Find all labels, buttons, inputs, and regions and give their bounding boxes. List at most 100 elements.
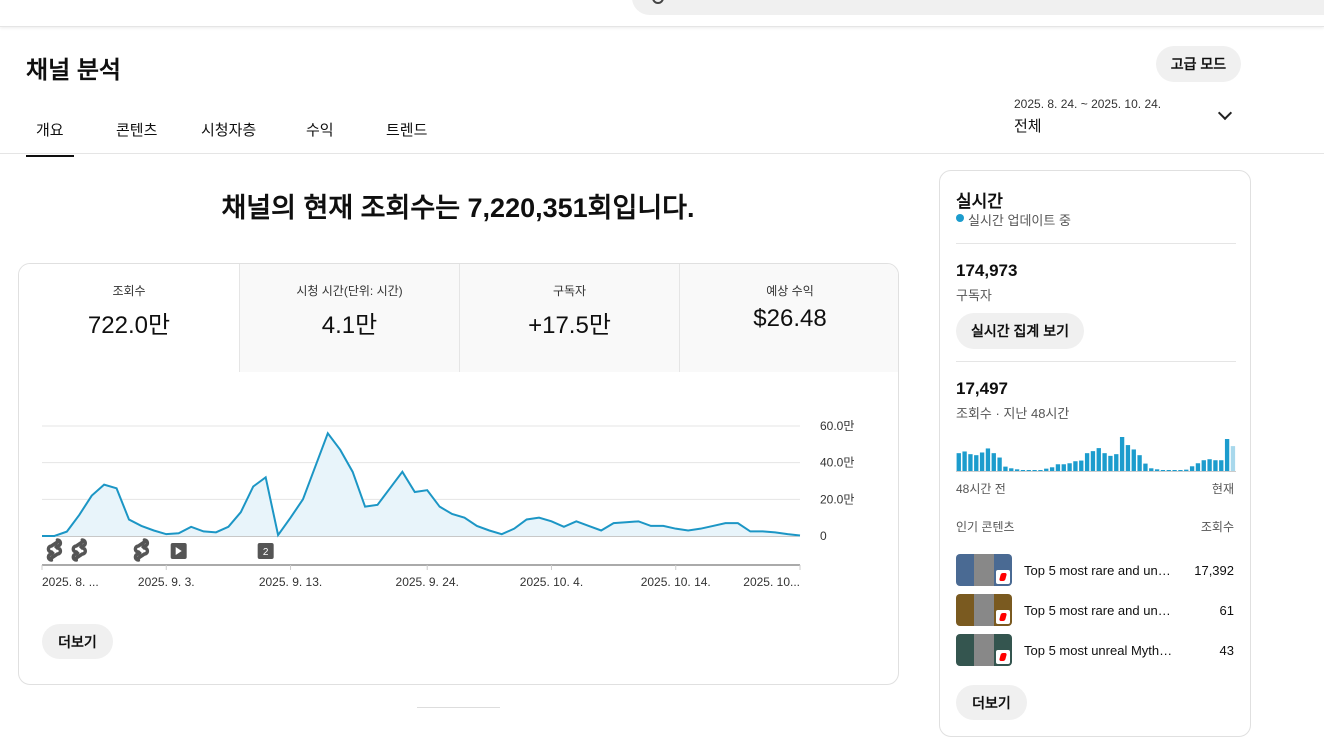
realtime-bar[interactable]: [1044, 468, 1049, 471]
realtime-bar[interactable]: [974, 455, 979, 471]
popular-content-item[interactable]: Top 5 most rare and unreal ... 17,392: [940, 554, 1250, 588]
date-range[interactable]: 2025. 8. 24. ~ 2025. 10. 24.: [1014, 97, 1162, 111]
x-tick-label: 2025. 10. 4.: [520, 575, 583, 589]
realtime-bar[interactable]: [1096, 448, 1101, 471]
tab-bar: 개요 콘텐츠 시청자층 수익 트렌드: [0, 110, 1324, 157]
metric-subscribers[interactable]: 구독자 +17.5만: [459, 264, 679, 372]
realtime-bar[interactable]: [1020, 470, 1026, 471]
popular-content-item[interactable]: Top 5 most rare and unreal p... 61: [940, 594, 1250, 628]
realtime-bar[interactable]: [1049, 467, 1055, 471]
realtime-bar[interactable]: [1178, 470, 1183, 471]
views-48h: 17,497: [956, 379, 1008, 398]
realtime-bar[interactable]: [1067, 463, 1072, 471]
realtime-bar[interactable]: [1201, 460, 1206, 471]
realtime-bar[interactable]: [1224, 439, 1230, 471]
shorts-icon[interactable]: [71, 538, 87, 562]
realtime-bar[interactable]: [1149, 468, 1154, 471]
overview-card: 조회수 722.0만 시청 시간(단위: 시간) 4.1만 구독자 +17.5만 예상…: [18, 263, 899, 685]
more-button[interactable]: 더보기: [42, 624, 113, 659]
popular-content-item[interactable]: Top 5 most unreal Mythical ... 43: [940, 634, 1250, 668]
metric-label: 구독자: [552, 284, 587, 298]
metric-revenue[interactable]: 예상 수익 $26.48: [679, 264, 898, 372]
realtime-bar[interactable]: [1084, 453, 1090, 471]
realtime-bar[interactable]: [1079, 460, 1084, 471]
realtime-bar[interactable]: [1009, 468, 1014, 471]
realtime-status: 실시간 업데이트 중: [968, 213, 1071, 228]
realtime-bar[interactable]: [1108, 455, 1113, 471]
bar-axis-end: 현재: [1211, 482, 1234, 496]
metric-label: 시청 시간(단위: 시간): [296, 284, 403, 298]
realtime-bar[interactable]: [1166, 470, 1171, 471]
views-chart[interactable]: 0 20.0만 40.0만 60.0만 2 2025. 8. ... 2025. 9. 3.…: [0, 400, 900, 600]
count-badge[interactable]: 2: [257, 543, 274, 559]
y-tick-label: 60.0만: [820, 419, 854, 433]
tab-overview[interactable]: 개요: [26, 119, 74, 157]
video-thumbnail: [956, 554, 1012, 586]
realtime-bar[interactable]: [968, 454, 973, 471]
realtime-bar[interactable]: [1073, 461, 1078, 471]
page-title: 채널 분석: [26, 57, 121, 84]
realtime-bar-chart[interactable]: [956, 433, 1236, 473]
shorts-icon: [996, 610, 1010, 624]
thumbnail-image: [974, 634, 994, 666]
realtime-bar[interactable]: [1061, 464, 1066, 471]
realtime-bar[interactable]: [1055, 464, 1061, 471]
realtime-bar[interactable]: [985, 448, 991, 471]
realtime-bar[interactable]: [1230, 446, 1236, 471]
area-fill: [42, 433, 800, 536]
realtime-bar[interactable]: [1189, 466, 1195, 471]
shorts-icon[interactable]: [46, 538, 63, 562]
realtime-bar[interactable]: [1143, 463, 1148, 471]
realtime-bar[interactable]: [1131, 449, 1136, 471]
realtime-bar[interactable]: [1114, 454, 1119, 471]
metric-label: 예상 수익: [766, 284, 814, 298]
realtime-bar[interactable]: [1090, 451, 1096, 471]
realtime-bar[interactable]: [1119, 437, 1125, 471]
realtime-bar[interactable]: [1014, 469, 1020, 471]
y-tick-label: 20.0만: [820, 492, 854, 506]
realtime-bar[interactable]: [991, 453, 996, 471]
realtime-bar[interactable]: [1213, 460, 1218, 471]
realtime-bar[interactable]: [1125, 445, 1131, 471]
realtime-bar[interactable]: [1032, 470, 1037, 471]
video-icon[interactable]: [170, 543, 187, 559]
realtime-bar[interactable]: [1195, 463, 1201, 471]
subscriber-count: 174,973: [956, 261, 1018, 280]
bar-axis-start: 48시간 전: [956, 482, 1006, 496]
x-tick-label: 2025. 9. 3.: [138, 575, 195, 589]
metric-value: $26.48: [753, 305, 827, 332]
date-range-label[interactable]: 전체: [1014, 118, 1042, 135]
top-bar: [0, 0, 1324, 27]
realtime-bar[interactable]: [1154, 469, 1160, 471]
realtime-more-button[interactable]: 더보기: [956, 685, 1027, 720]
metric-views[interactable]: 조회수 722.0만: [19, 264, 239, 372]
realtime-bar[interactable]: [979, 452, 985, 471]
content-views: 43: [1219, 643, 1234, 658]
metric-label: 조회수: [112, 284, 146, 298]
metric-watch-time[interactable]: 시청 시간(단위: 시간) 4.1만: [239, 264, 459, 372]
realtime-bar[interactable]: [1026, 470, 1031, 471]
tab-revenue[interactable]: 수익: [306, 122, 334, 139]
realtime-bar[interactable]: [1038, 470, 1043, 471]
realtime-bar[interactable]: [997, 457, 1002, 471]
shorts-icon[interactable]: [133, 538, 150, 562]
content-views: 17,392: [1194, 563, 1234, 578]
realtime-bar[interactable]: [956, 453, 961, 471]
realtime-bar[interactable]: [962, 451, 967, 471]
tab-audience[interactable]: 시청자층: [201, 122, 257, 139]
realtime-bar[interactable]: [1003, 466, 1008, 471]
series-line: [42, 431, 801, 538]
realtime-bar[interactable]: [1102, 453, 1107, 471]
live-count-button[interactable]: 실시간 집계 보기: [956, 313, 1084, 349]
realtime-bar[interactable]: [1184, 469, 1189, 471]
realtime-bar[interactable]: [1219, 460, 1224, 471]
tab-trends[interactable]: 트렌드: [386, 122, 428, 139]
realtime-bar[interactable]: [1172, 470, 1177, 471]
realtime-bar[interactable]: [1207, 459, 1212, 471]
realtime-bar[interactable]: [1160, 470, 1166, 471]
tab-content[interactable]: 콘텐츠: [116, 122, 158, 139]
realtime-bar[interactable]: [1137, 455, 1142, 471]
search-input[interactable]: [632, 0, 1324, 15]
x-tick-label: 2025. 10. 14.: [641, 575, 711, 589]
advanced-mode-button[interactable]: 고급 모드: [1156, 46, 1241, 82]
